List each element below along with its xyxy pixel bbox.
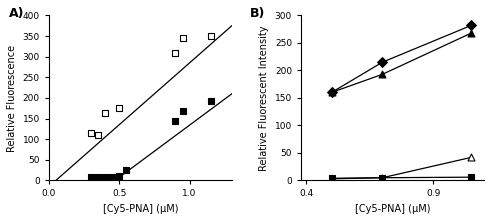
- Point: [327, 177, 335, 181]
- Point: [108, 175, 116, 179]
- Y-axis label: Relative Fluorescent Intensity: Relative Fluorescent Intensity: [259, 25, 269, 171]
- Point: [207, 34, 215, 38]
- Text: A): A): [8, 7, 24, 20]
- Point: [94, 133, 102, 137]
- Point: [87, 131, 95, 135]
- Point: [101, 175, 109, 179]
- Point: [101, 111, 109, 115]
- Point: [94, 175, 102, 179]
- Point: [467, 156, 475, 159]
- Point: [87, 175, 95, 179]
- Text: B): B): [250, 7, 265, 20]
- X-axis label: [Cy5-PNA] (μM): [Cy5-PNA] (μM): [355, 204, 430, 214]
- Point: [115, 107, 123, 110]
- Point: [327, 91, 335, 94]
- Point: [379, 176, 386, 179]
- Point: [467, 31, 475, 35]
- Point: [179, 36, 187, 40]
- Point: [115, 175, 123, 178]
- Point: [179, 109, 187, 113]
- Y-axis label: Relative Fluorescence: Relative Fluorescence: [7, 44, 17, 152]
- Point: [379, 60, 386, 64]
- Point: [467, 175, 475, 179]
- Point: [171, 51, 179, 54]
- Point: [122, 168, 130, 172]
- Point: [327, 91, 335, 94]
- Point: [327, 177, 335, 180]
- Point: [379, 176, 386, 179]
- Point: [207, 99, 215, 103]
- Point: [379, 72, 386, 76]
- Point: [171, 119, 179, 122]
- Point: [467, 24, 475, 27]
- X-axis label: [Cy5-PNA] (μM): [Cy5-PNA] (μM): [103, 204, 178, 214]
